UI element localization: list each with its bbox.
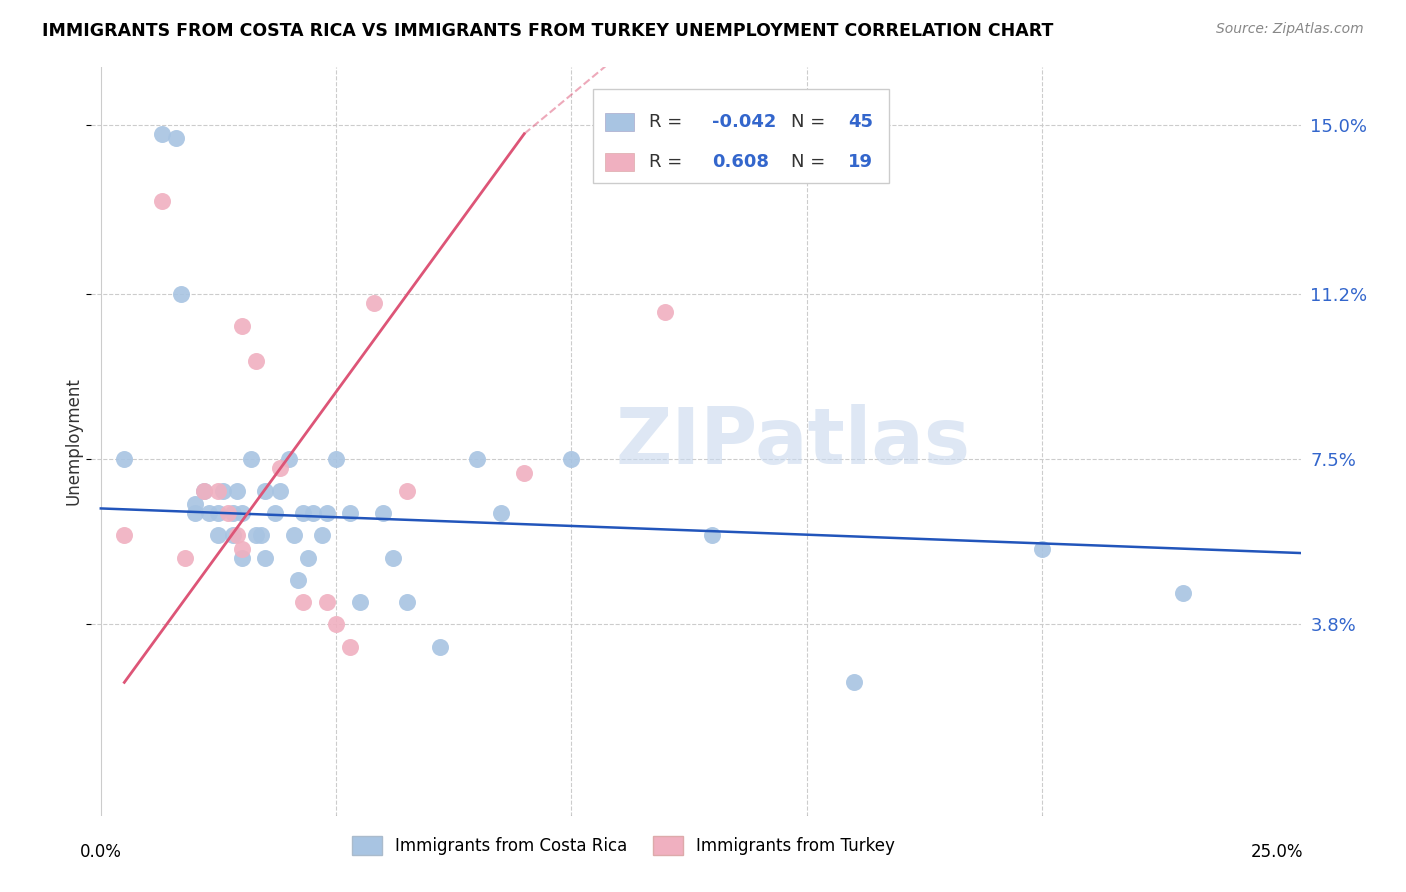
Point bbox=[264, 506, 287, 520]
Point bbox=[231, 506, 253, 520]
Point bbox=[231, 550, 253, 565]
Text: N =: N = bbox=[792, 113, 825, 131]
Point bbox=[112, 452, 135, 467]
Point bbox=[217, 506, 239, 520]
Point bbox=[254, 550, 277, 565]
Text: 45: 45 bbox=[848, 113, 873, 131]
Point bbox=[184, 497, 207, 511]
Point bbox=[339, 640, 361, 654]
Text: R =: R = bbox=[648, 113, 682, 131]
Text: 25.0%: 25.0% bbox=[1251, 843, 1303, 861]
Point bbox=[221, 528, 243, 542]
Point bbox=[198, 506, 221, 520]
Point bbox=[254, 483, 277, 498]
Text: 0.608: 0.608 bbox=[711, 153, 769, 171]
Point bbox=[249, 528, 271, 542]
Point bbox=[297, 550, 319, 565]
Text: 19: 19 bbox=[848, 153, 873, 171]
Point bbox=[560, 452, 582, 467]
Point bbox=[226, 483, 249, 498]
Text: N =: N = bbox=[792, 153, 825, 171]
Point bbox=[231, 318, 253, 333]
Point bbox=[112, 528, 135, 542]
Point bbox=[245, 354, 267, 368]
Point bbox=[315, 595, 337, 609]
Point bbox=[1171, 586, 1194, 600]
Point bbox=[465, 452, 488, 467]
Text: Source: ZipAtlas.com: Source: ZipAtlas.com bbox=[1216, 22, 1364, 37]
Legend: Immigrants from Costa Rica, Immigrants from Turkey: Immigrants from Costa Rica, Immigrants f… bbox=[346, 830, 901, 862]
Point bbox=[513, 466, 536, 480]
Point bbox=[207, 483, 229, 498]
Point bbox=[371, 506, 394, 520]
FancyBboxPatch shape bbox=[605, 113, 634, 131]
Point bbox=[245, 528, 267, 542]
Point bbox=[212, 483, 235, 498]
Text: 0.0%: 0.0% bbox=[80, 843, 122, 861]
Point bbox=[363, 296, 385, 310]
Point bbox=[184, 506, 207, 520]
Point bbox=[207, 528, 229, 542]
Point bbox=[489, 506, 512, 520]
Point bbox=[150, 194, 173, 208]
Point bbox=[269, 483, 291, 498]
Text: R =: R = bbox=[648, 153, 682, 171]
Point bbox=[349, 595, 371, 609]
Point bbox=[301, 506, 323, 520]
Point bbox=[339, 506, 361, 520]
Point bbox=[193, 483, 215, 498]
Point bbox=[325, 617, 347, 632]
Point bbox=[292, 506, 315, 520]
Point bbox=[315, 506, 337, 520]
Text: IMMIGRANTS FROM COSTA RICA VS IMMIGRANTS FROM TURKEY UNEMPLOYMENT CORRELATION CH: IMMIGRANTS FROM COSTA RICA VS IMMIGRANTS… bbox=[42, 22, 1053, 40]
Point bbox=[395, 483, 418, 498]
Point bbox=[170, 287, 193, 301]
Point bbox=[278, 452, 301, 467]
Point bbox=[174, 550, 197, 565]
Point bbox=[395, 595, 418, 609]
Point bbox=[311, 528, 333, 542]
Y-axis label: Unemployment: Unemployment bbox=[65, 377, 83, 506]
Point bbox=[842, 675, 865, 690]
Point bbox=[269, 461, 291, 475]
Point bbox=[429, 640, 451, 654]
Point bbox=[165, 131, 187, 145]
Point bbox=[150, 127, 173, 141]
Point bbox=[193, 483, 215, 498]
Point bbox=[1031, 541, 1053, 556]
Point bbox=[287, 573, 309, 587]
Point bbox=[221, 506, 243, 520]
Text: ZIPatlas: ZIPatlas bbox=[616, 403, 970, 480]
Point bbox=[325, 452, 347, 467]
FancyBboxPatch shape bbox=[605, 153, 634, 171]
Point bbox=[654, 305, 676, 319]
Point bbox=[381, 550, 404, 565]
Point bbox=[702, 528, 724, 542]
Point bbox=[283, 528, 305, 542]
Text: -0.042: -0.042 bbox=[711, 113, 776, 131]
Point bbox=[231, 541, 253, 556]
Point bbox=[226, 528, 249, 542]
Point bbox=[207, 506, 229, 520]
Point bbox=[292, 595, 315, 609]
FancyBboxPatch shape bbox=[593, 89, 890, 183]
Point bbox=[240, 452, 263, 467]
